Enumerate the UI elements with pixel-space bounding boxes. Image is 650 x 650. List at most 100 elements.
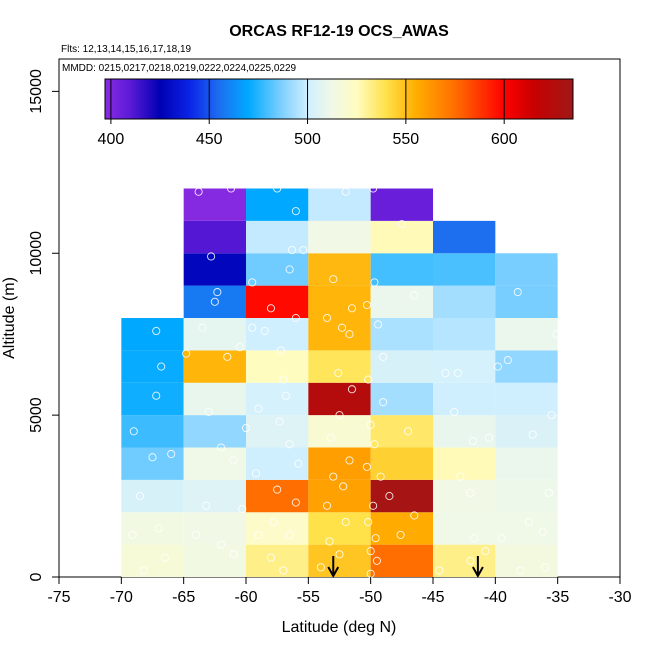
sample-point	[316, 563, 325, 572]
sample-point	[148, 453, 157, 462]
heatmap-cell	[183, 188, 246, 221]
sample-point	[299, 245, 308, 255]
heatmap-cell	[433, 447, 496, 480]
heatmap-cell	[183, 415, 246, 448]
sample-point	[135, 492, 145, 501]
heatmap-cell	[308, 544, 371, 577]
heatmap-cell	[246, 544, 309, 577]
sample-point	[441, 368, 450, 378]
heatmap-cell	[433, 415, 496, 448]
heatmap-cell	[183, 544, 246, 577]
heatmap-cell	[370, 285, 433, 318]
sample-point	[291, 313, 300, 323]
sample-point	[152, 391, 161, 400]
sample-point	[157, 362, 166, 371]
heatmap-cell	[308, 512, 371, 545]
sample-point	[516, 566, 525, 575]
heatmap-cell	[308, 447, 371, 480]
sample-point	[376, 472, 385, 481]
sample-point	[397, 220, 406, 229]
sample-point	[335, 550, 344, 559]
sample-point	[248, 278, 257, 287]
colorbar-tick-label: 450	[196, 131, 223, 148]
sample-point	[450, 407, 459, 416]
sample-point	[285, 440, 294, 449]
sample-point	[139, 566, 148, 575]
sample-point	[396, 530, 405, 539]
sample-point	[152, 326, 161, 336]
sample-point	[285, 530, 294, 539]
heatmap-cell	[183, 512, 246, 545]
sample-point	[204, 407, 213, 416]
heatmap-cell	[495, 415, 558, 448]
sample-point	[273, 184, 282, 193]
heatmap-cell	[121, 382, 184, 416]
sample-point	[547, 411, 556, 420]
sample-point	[254, 404, 263, 413]
sample-point	[369, 184, 378, 193]
y-tick-label: 5000	[28, 397, 45, 433]
heatmap-cell	[433, 253, 496, 286]
colorbar-ticks: 400 450 500 550 600	[98, 79, 518, 148]
heatmap-cell	[308, 415, 371, 448]
heatmap-cell	[183, 447, 246, 480]
sample-point	[129, 427, 138, 436]
sample-point	[337, 323, 347, 332]
heatmap-cell	[308, 253, 371, 286]
heatmap-cell	[183, 285, 246, 318]
sample-point	[466, 556, 475, 565]
sample-point	[347, 304, 357, 313]
heatmap-cell	[433, 382, 496, 416]
sample-point	[341, 187, 350, 196]
heatmap-cell	[121, 415, 184, 448]
sample-point	[279, 375, 288, 384]
sample-point	[481, 547, 490, 556]
sample-point	[275, 417, 284, 426]
heatmap-cell	[183, 318, 246, 351]
x-tick-label: -30	[608, 589, 631, 606]
sample-point	[362, 462, 371, 471]
sample-point	[329, 472, 338, 481]
heatmap-cell	[246, 318, 309, 351]
sample-point	[273, 485, 282, 494]
heatmap-cell	[433, 350, 496, 383]
heatmap-cell	[495, 382, 558, 416]
heatmap-cell	[121, 447, 184, 480]
sample-point	[213, 288, 222, 297]
sample-point	[238, 504, 247, 514]
heatmap-cell	[246, 415, 309, 448]
sample-point	[345, 330, 354, 339]
sample-point	[493, 362, 502, 371]
heatmap-cell	[246, 188, 309, 221]
arrow-head	[472, 566, 484, 579]
x-tick-label: -50	[359, 589, 382, 606]
heatmap-cell	[246, 220, 309, 254]
heatmap-cell	[183, 479, 246, 513]
sample-point	[552, 330, 561, 339]
sample-point	[167, 449, 176, 459]
heatmap-cell	[370, 220, 433, 254]
sample-point	[198, 323, 207, 332]
heatmap-cell	[370, 318, 433, 351]
sample-point	[269, 517, 278, 527]
arrow-head	[327, 566, 340, 579]
sample-point	[325, 537, 334, 546]
sample-point	[160, 553, 170, 562]
sample-point	[524, 517, 534, 527]
x-axis-label: Latitude (deg N)	[282, 619, 397, 636]
y-tick-label: 0	[28, 572, 45, 581]
heatmap-cell	[370, 415, 433, 448]
heatmap-cell	[246, 382, 309, 416]
heatmap-cell	[495, 318, 558, 351]
sample-point	[528, 430, 537, 439]
sample-point	[192, 530, 201, 539]
sample-point	[210, 297, 219, 306]
sample-point	[207, 252, 216, 261]
heatmap-cell	[246, 285, 309, 318]
heatmap-cell	[183, 350, 246, 383]
sample-point	[453, 368, 462, 378]
sample-point	[217, 540, 226, 549]
sample-point	[362, 300, 371, 310]
sample-point	[410, 291, 419, 300]
